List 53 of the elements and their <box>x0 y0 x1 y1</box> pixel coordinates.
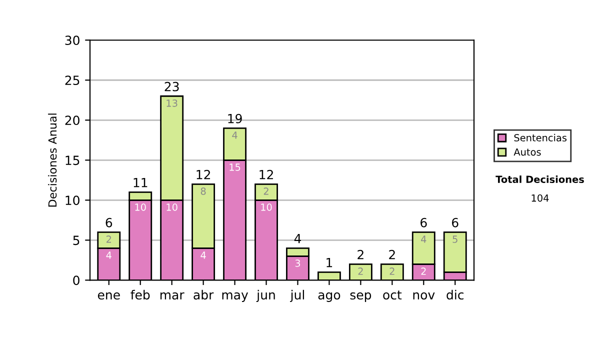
total-label: 1 <box>326 258 332 268</box>
y-tick-label: 5 <box>73 236 80 246</box>
x-tick-label: mar <box>160 292 184 300</box>
total-label: 6 <box>106 218 112 228</box>
data-label: 4 <box>421 236 426 243</box>
data-label: 10 <box>166 204 178 211</box>
data-label: 2 <box>358 268 363 275</box>
data-label: 2 <box>106 236 112 243</box>
text: Total Decisiones <box>496 175 584 184</box>
x-tick-label: dic <box>446 290 464 300</box>
y-tick-label: 10 <box>66 196 80 206</box>
data-label: 2 <box>390 268 394 275</box>
data-label: 10 <box>261 204 272 211</box>
total-label: 19 <box>228 114 242 124</box>
total-label: 2 <box>358 250 364 260</box>
y-tick-label: 25 <box>65 76 80 86</box>
data-label: 4 <box>232 132 238 139</box>
x-tick-label: nov <box>413 292 435 300</box>
total-label: 23 <box>164 82 179 92</box>
data-label: 3 <box>295 260 300 267</box>
data-label: 8 <box>200 188 206 195</box>
data-label: 5 <box>452 236 458 243</box>
x-tick-label: jul <box>290 290 304 302</box>
legend-label: Sentencias <box>514 134 567 142</box>
x-tick-label: feb <box>130 290 150 300</box>
y-tick-label: 15 <box>66 156 80 166</box>
x-tick-label: ago <box>318 292 340 302</box>
total-label: 6 <box>420 218 427 228</box>
y-tick-label: 20 <box>65 116 80 126</box>
data-label: 15 <box>230 164 240 171</box>
total-label: 12 <box>196 170 210 180</box>
x-tick-label: ene <box>98 292 120 300</box>
x-tick-label: abr <box>194 290 214 300</box>
text: 104 <box>532 194 549 202</box>
data-label: 10 <box>135 204 146 211</box>
y-tick-label: 30 <box>65 36 80 46</box>
total-label: 4 <box>294 234 302 244</box>
data-label: 4 <box>106 252 112 259</box>
total-label: 12 <box>260 170 273 180</box>
x-tick-label: sep <box>350 292 372 302</box>
y-axis-title: Decisiones Anual <box>48 114 57 207</box>
data-label: 2 <box>421 268 426 275</box>
y-tick-label: 0 <box>73 276 80 286</box>
x-tick-label: oct <box>383 290 402 300</box>
legend-label: Autos <box>514 148 541 156</box>
data-label: 4 <box>200 252 206 259</box>
total-label: 6 <box>452 218 458 228</box>
data-label: 2 <box>264 188 268 195</box>
total-label: 2 <box>389 250 395 260</box>
x-tick-label: may <box>222 292 248 302</box>
total-label: 11 <box>134 178 148 188</box>
data-label: 13 <box>166 100 178 107</box>
x-tick-label: jun <box>256 290 275 302</box>
